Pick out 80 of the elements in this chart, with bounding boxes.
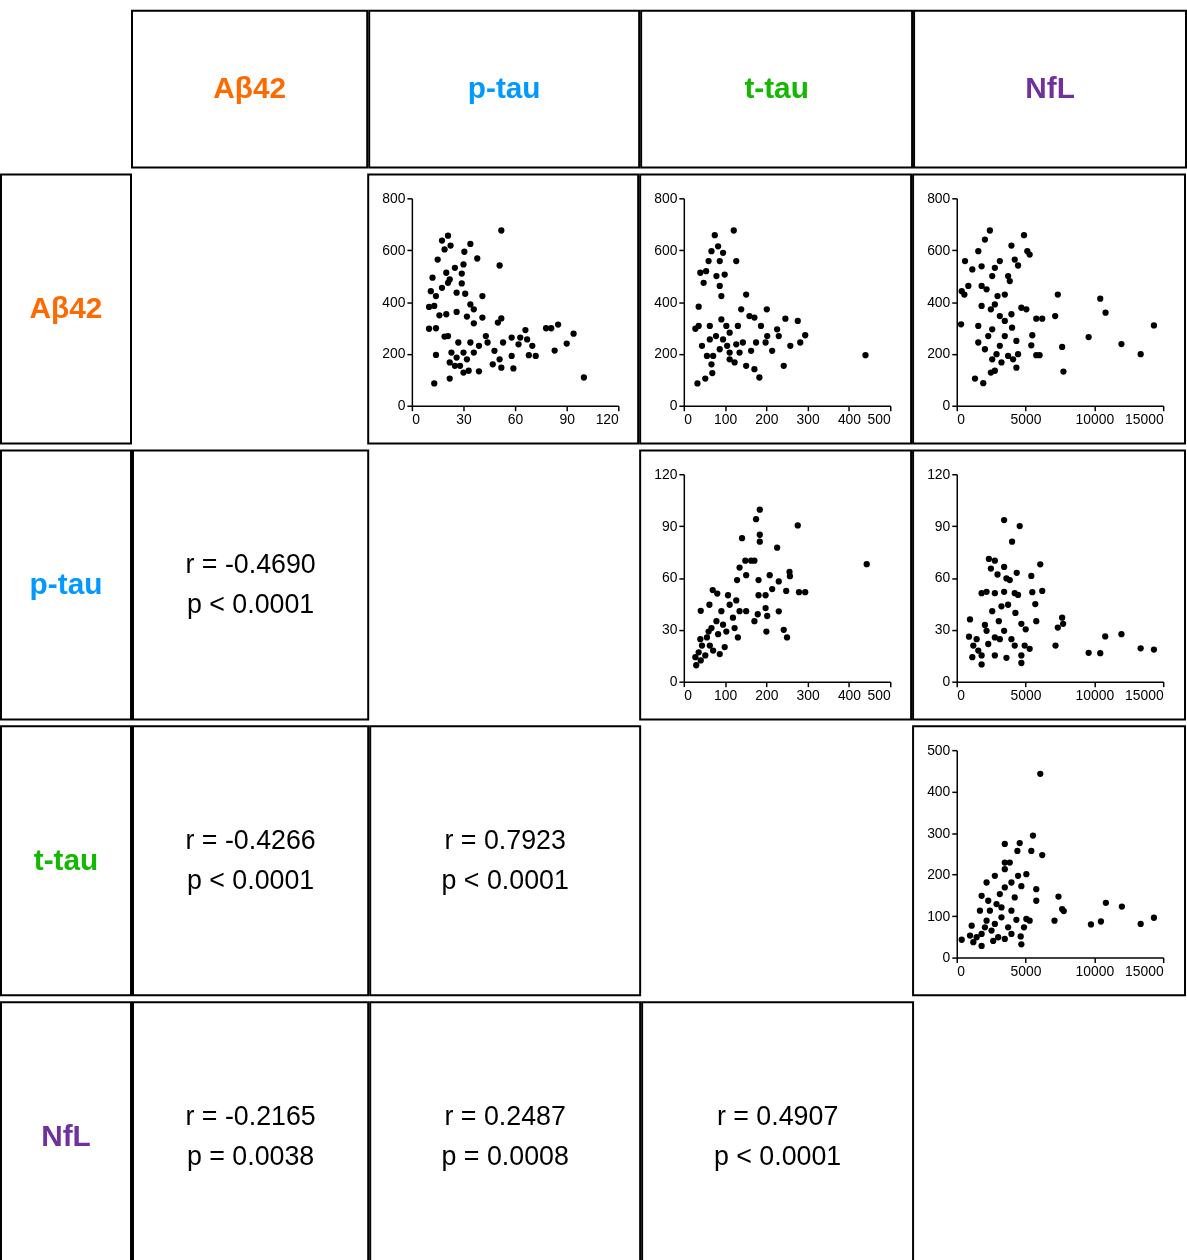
x-tick-label: 500 <box>867 687 892 704</box>
y-tick-label: 0 <box>942 673 951 690</box>
text: p < 0.0001 <box>186 588 315 619</box>
x-tick-label: 10000 <box>1075 411 1115 428</box>
x-tick-label: 0 <box>957 687 966 704</box>
y-tick-label: 300 <box>927 824 951 841</box>
y-tick-label: 400 <box>654 293 678 310</box>
x-tick-label: 400 <box>837 411 862 428</box>
x-tick-label: 10000 <box>1075 962 1115 979</box>
x-tick-label: 15000 <box>1125 411 1164 428</box>
y-tick-label: 120 <box>927 465 951 482</box>
x-tick-label: 500 <box>867 411 892 428</box>
x-tick-label: 0 <box>412 411 421 428</box>
y-tick-label: 60 <box>934 569 951 586</box>
y-tick-label: 600 <box>654 241 678 258</box>
text: p-tau <box>29 566 103 600</box>
y-tick-label: 200 <box>654 345 678 362</box>
text: p = 0.0038 <box>186 1140 315 1171</box>
y-tick-label: 200 <box>927 866 951 883</box>
text: NfL <box>1025 71 1075 105</box>
y-tick-label: 500 <box>927 741 951 758</box>
x-tick-label: 300 <box>796 411 821 428</box>
y-tick-label: 30 <box>934 621 951 638</box>
y-tick-label: 30 <box>661 621 678 638</box>
x-tick-label: 10000 <box>1075 687 1115 704</box>
text: Aβ42 <box>213 71 286 105</box>
y-tick-label: 0 <box>942 397 951 414</box>
text: r = -0.2165 <box>185 1100 316 1131</box>
y-tick-label: 800 <box>382 189 406 206</box>
x-tick-label: 200 <box>755 687 779 704</box>
x-tick-label: 300 <box>796 687 821 704</box>
text: p = 0.0008 <box>441 1140 569 1171</box>
y-tick-label: 800 <box>654 189 678 206</box>
text: p < 0.0001 <box>186 864 315 895</box>
y-tick-label: 400 <box>927 293 951 310</box>
text: r = 0.2487 <box>444 1100 566 1131</box>
x-tick-label: 400 <box>837 687 862 704</box>
x-tick-label: 0 <box>684 687 693 704</box>
y-tick-label: 0 <box>397 397 406 414</box>
text: p-tau <box>467 71 541 105</box>
y-tick-label: 0 <box>669 397 678 414</box>
text: r = -0.4690 <box>185 549 316 579</box>
y-tick-label: 400 <box>927 783 951 800</box>
text: t-tau <box>744 71 809 105</box>
x-tick-label: 100 <box>714 687 738 704</box>
y-tick-label: 90 <box>934 517 951 534</box>
y-tick-label: 60 <box>661 569 678 586</box>
y-tick-label: 800 <box>927 189 951 206</box>
y-tick-label: 200 <box>382 345 406 362</box>
y-tick-label: 0 <box>942 949 951 966</box>
x-tick-label: 5000 <box>1010 411 1042 428</box>
text: r = 0.7923 <box>444 824 566 855</box>
text: Aβ42 <box>29 290 103 324</box>
y-tick-label: 400 <box>382 293 406 310</box>
x-tick-label: 90 <box>559 411 576 428</box>
x-tick-label: 0 <box>957 411 966 428</box>
text: t-tau <box>33 842 99 876</box>
x-tick-label: 200 <box>755 411 779 428</box>
text: r = 0.4907 <box>716 1100 839 1131</box>
x-tick-label: 30 <box>456 411 472 428</box>
x-tick-label: 120 <box>595 411 620 428</box>
y-tick-label: 600 <box>382 241 406 258</box>
x-tick-label: 0 <box>684 411 693 428</box>
y-tick-label: 200 <box>927 345 951 362</box>
x-tick-label: 5000 <box>1010 962 1042 979</box>
x-tick-label: 5000 <box>1010 687 1042 704</box>
y-tick-label: 600 <box>927 241 951 258</box>
text: NfL <box>41 1118 91 1152</box>
y-tick-label: 100 <box>927 907 951 924</box>
x-tick-label: 60 <box>507 411 524 428</box>
x-tick-label: 100 <box>714 411 738 428</box>
x-tick-label: 0 <box>957 962 966 979</box>
text: p < 0.0001 <box>441 864 569 895</box>
x-tick-label: 15000 <box>1125 687 1164 704</box>
text: r = -0.4266 <box>185 824 316 855</box>
y-tick-label: 90 <box>661 517 678 534</box>
y-tick-label: 0 <box>669 673 678 690</box>
y-tick-label: 120 <box>654 465 678 482</box>
x-tick-label: 15000 <box>1125 962 1164 979</box>
text: p < 0.0001 <box>713 1140 842 1171</box>
